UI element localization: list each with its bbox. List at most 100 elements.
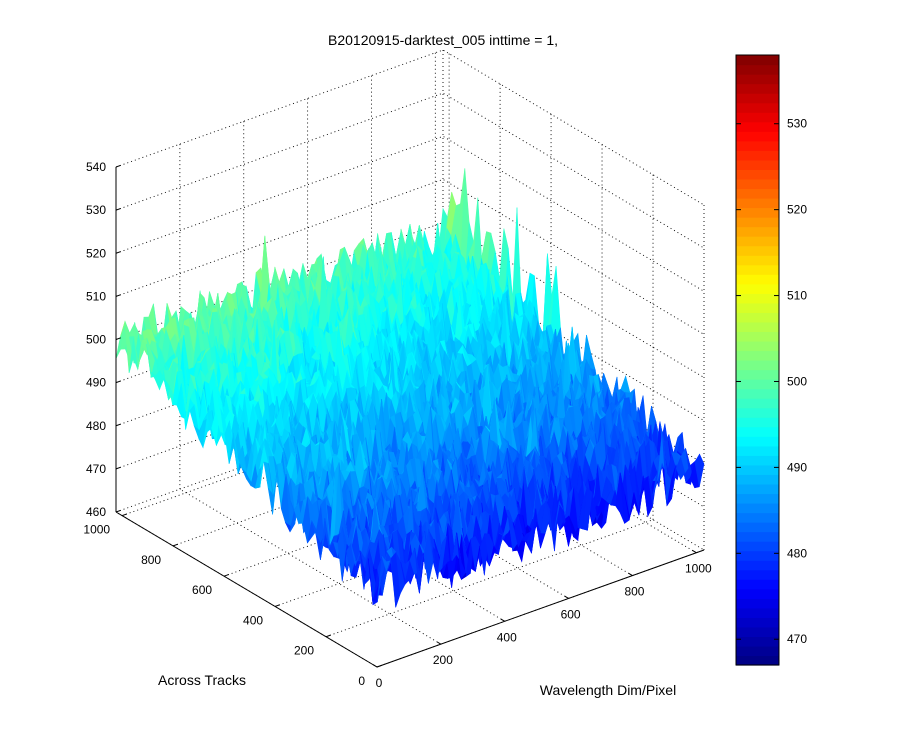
colorbar-step xyxy=(736,502,779,514)
colorbar-step xyxy=(736,455,779,466)
colorbar-step xyxy=(736,236,779,247)
colorbar-step xyxy=(736,388,779,399)
colorbar-step xyxy=(736,302,779,313)
x-axis-label: Wavelength Dim/Pixel xyxy=(540,682,676,698)
colorbar-step xyxy=(736,522,779,533)
z-tick-label: 500 xyxy=(86,333,106,347)
colorbar-step xyxy=(736,645,779,657)
colorbar-step xyxy=(736,283,779,294)
x-tick-mark xyxy=(692,550,697,554)
colorbar-step xyxy=(736,369,779,380)
colorbar-step xyxy=(736,321,779,333)
z-tick-mark xyxy=(115,337,121,340)
colorbar-step xyxy=(736,607,779,618)
colorbar-tick-label: 470 xyxy=(787,632,807,646)
surface-patch xyxy=(694,453,705,487)
y-tick-mark xyxy=(274,604,281,607)
colorbar-step xyxy=(736,83,779,94)
colorbar-step xyxy=(736,226,779,237)
colorbar-step xyxy=(736,121,779,132)
z-tick-label: 490 xyxy=(86,376,106,390)
colorbar-step xyxy=(736,417,779,428)
colorbar-step xyxy=(736,483,779,495)
z-tick-mark xyxy=(115,380,121,384)
colorbar-step xyxy=(736,102,779,113)
surface-patch xyxy=(620,375,631,394)
colorbar-step xyxy=(736,426,779,437)
colorbar-tick-label: 490 xyxy=(787,460,807,474)
z-tick-mark xyxy=(115,207,121,211)
colorbar-step xyxy=(736,197,779,209)
chart-title: B20120915-darktest_005 inttime = 1, xyxy=(328,32,558,48)
z-tick-mark xyxy=(115,466,121,470)
colorbar-frame xyxy=(735,54,780,666)
colorbar-step xyxy=(736,493,779,504)
colorbar-step xyxy=(736,312,779,323)
colorbar-step xyxy=(736,617,779,628)
colorbar-ticks: 470 480 490 500 510 520 530 xyxy=(736,117,807,646)
colorbar-step xyxy=(736,340,779,352)
z-tick-label: 510 xyxy=(86,289,106,303)
colorbar-step xyxy=(736,474,779,485)
colorbar-step xyxy=(736,274,779,285)
y-tick-mark xyxy=(172,543,179,547)
z-tick-label: 470 xyxy=(86,462,106,476)
z-tick-mark xyxy=(115,509,121,513)
colorbar-step xyxy=(736,379,779,390)
colorbar-tick-label: 500 xyxy=(787,374,807,388)
y-axis-label: Across Tracks xyxy=(158,672,246,688)
colorbar-step xyxy=(736,207,779,218)
colorbar-step xyxy=(736,264,779,275)
colorbar-step xyxy=(736,350,779,361)
z-tick-label: 480 xyxy=(86,419,106,433)
colorbar-step xyxy=(736,407,779,418)
x-tick-label: 1000 xyxy=(685,562,712,576)
colorbar-step xyxy=(736,140,779,151)
colorbar-step xyxy=(736,188,779,199)
colorbar-step xyxy=(736,169,779,180)
z-tick-label: 460 xyxy=(86,505,106,519)
colorbar-step xyxy=(736,512,779,523)
colorbar: 470 480 490 500 510 520 530 xyxy=(735,54,807,666)
x-axis-line xyxy=(376,549,705,668)
colorbar-tick-label: 530 xyxy=(787,117,807,131)
colorbar-step xyxy=(736,436,779,447)
colorbar-step xyxy=(736,445,779,456)
z-tick-mark xyxy=(115,251,121,254)
colorbar-step xyxy=(736,217,779,228)
y-tick-mark xyxy=(121,513,128,517)
colorbar-step xyxy=(736,398,779,409)
z-tick-mark xyxy=(115,164,121,168)
colorbar-tick-label: 520 xyxy=(787,203,807,217)
colorbar-step xyxy=(736,112,779,123)
colorbar-step xyxy=(736,588,779,599)
y-axis-line xyxy=(115,511,378,668)
colorbar-step xyxy=(736,541,779,552)
colorbar-step xyxy=(736,531,779,542)
floor-grid-line xyxy=(179,488,442,645)
colorbar-step xyxy=(736,159,779,170)
y-tick-label: 1000 xyxy=(83,523,110,537)
colorbar-tick-label: 480 xyxy=(787,546,807,560)
colorbar-step xyxy=(736,598,779,609)
colorbar-step xyxy=(736,331,779,342)
colorbar-gradient xyxy=(736,55,779,666)
colorbar-step xyxy=(736,293,779,304)
y-tick-label: 0 xyxy=(358,674,365,688)
x-tick-mark xyxy=(500,618,505,622)
surface-mesh xyxy=(115,168,705,608)
colorbar-step xyxy=(736,93,779,104)
y-tick-label: 400 xyxy=(243,613,263,627)
colorbar-step xyxy=(736,178,779,190)
colorbar-step xyxy=(736,550,779,561)
colorbar-step xyxy=(736,74,779,85)
colorbar-tick-label: 510 xyxy=(787,289,807,303)
x-tick-label: 800 xyxy=(624,585,644,599)
wall-grid-line xyxy=(115,49,705,206)
x-tick-mark xyxy=(436,641,442,645)
z-tick-label: 540 xyxy=(86,160,106,174)
colorbar-step xyxy=(736,150,779,161)
z-tick-label: 530 xyxy=(86,203,106,217)
colorbar-step xyxy=(736,579,779,590)
colorbar-step xyxy=(736,569,779,580)
